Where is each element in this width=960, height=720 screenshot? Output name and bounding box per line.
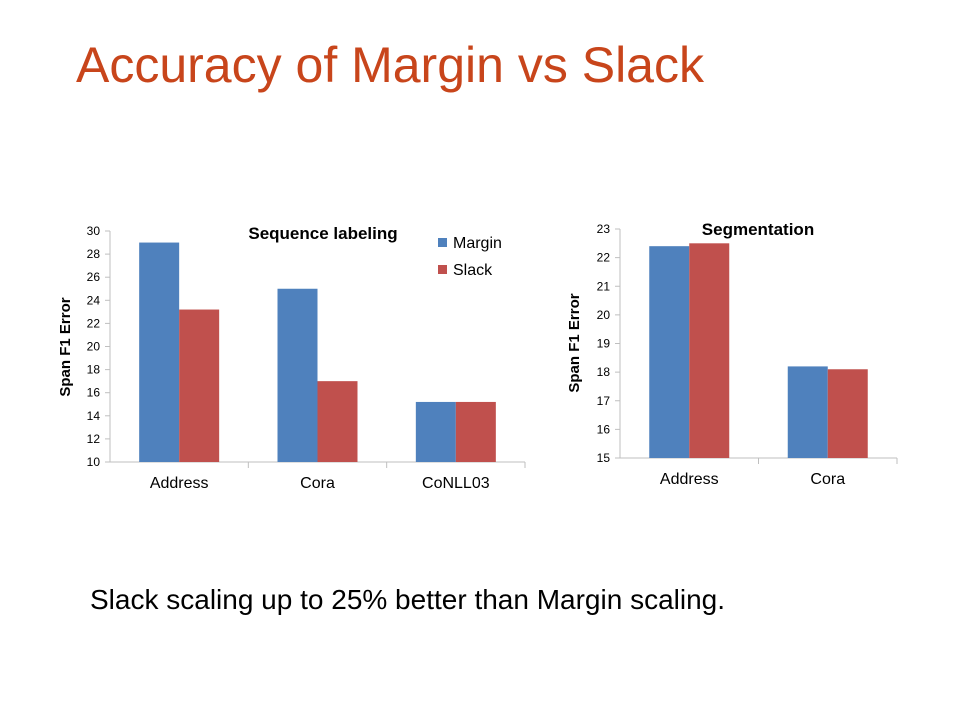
legend-label-slack: Slack <box>453 262 493 279</box>
y-axis-label: Span F1 Error <box>566 293 583 392</box>
bar-margin-conll03 <box>415 401 456 462</box>
y-tick-label: 18 <box>597 365 611 379</box>
bar-slack-address <box>689 243 730 458</box>
bar-slack-cora <box>827 369 868 458</box>
y-tick-label: 17 <box>597 394 611 408</box>
legend-label-margin: Margin <box>453 235 502 252</box>
y-tick-label: 19 <box>597 337 611 351</box>
y-tick-label: 20 <box>597 308 611 322</box>
bar-slack-cora <box>317 381 358 462</box>
y-tick-label: 12 <box>87 432 101 446</box>
chart-title: Segmentation <box>702 220 814 239</box>
y-tick-label: 21 <box>597 279 611 293</box>
chart-title: Sequence labeling <box>248 224 397 243</box>
y-tick-label: 30 <box>87 224 101 238</box>
y-tick-label: 28 <box>87 247 101 261</box>
x-tick-label: CoNLL03 <box>422 475 490 492</box>
bar-slack-conll03 <box>455 401 496 462</box>
bar-slack-address <box>179 309 220 462</box>
y-tick-label: 15 <box>597 451 611 465</box>
y-tick-label: 23 <box>597 222 611 236</box>
legend-swatch-slack <box>438 265 447 274</box>
x-tick-label: Address <box>150 475 209 492</box>
slide-caption: Slack scaling up to 25% better than Marg… <box>90 584 726 615</box>
slide-title: Accuracy of Margin vs Slack <box>76 37 704 93</box>
x-tick-label: Address <box>660 471 719 488</box>
bar-margin-address <box>649 246 690 458</box>
x-tick-label: Cora <box>810 471 845 488</box>
y-tick-label: 16 <box>597 422 611 436</box>
x-tick-label: Cora <box>300 475 335 492</box>
y-tick-label: 10 <box>87 455 101 469</box>
y-tick-label: 16 <box>87 386 101 400</box>
bar-margin-cora <box>277 288 318 462</box>
y-tick-label: 26 <box>87 270 101 284</box>
legend-swatch-margin <box>438 238 447 247</box>
y-tick-label: 20 <box>87 340 101 354</box>
y-tick-label: 18 <box>87 363 101 377</box>
y-tick-label: 24 <box>87 293 101 307</box>
y-tick-label: 22 <box>597 251 611 265</box>
y-axis-label: Span F1 Error <box>57 297 74 396</box>
bar-margin-address <box>139 242 180 462</box>
y-tick-label: 22 <box>87 316 101 330</box>
bar-margin-cora <box>787 366 828 458</box>
y-tick-label: 14 <box>87 409 101 423</box>
